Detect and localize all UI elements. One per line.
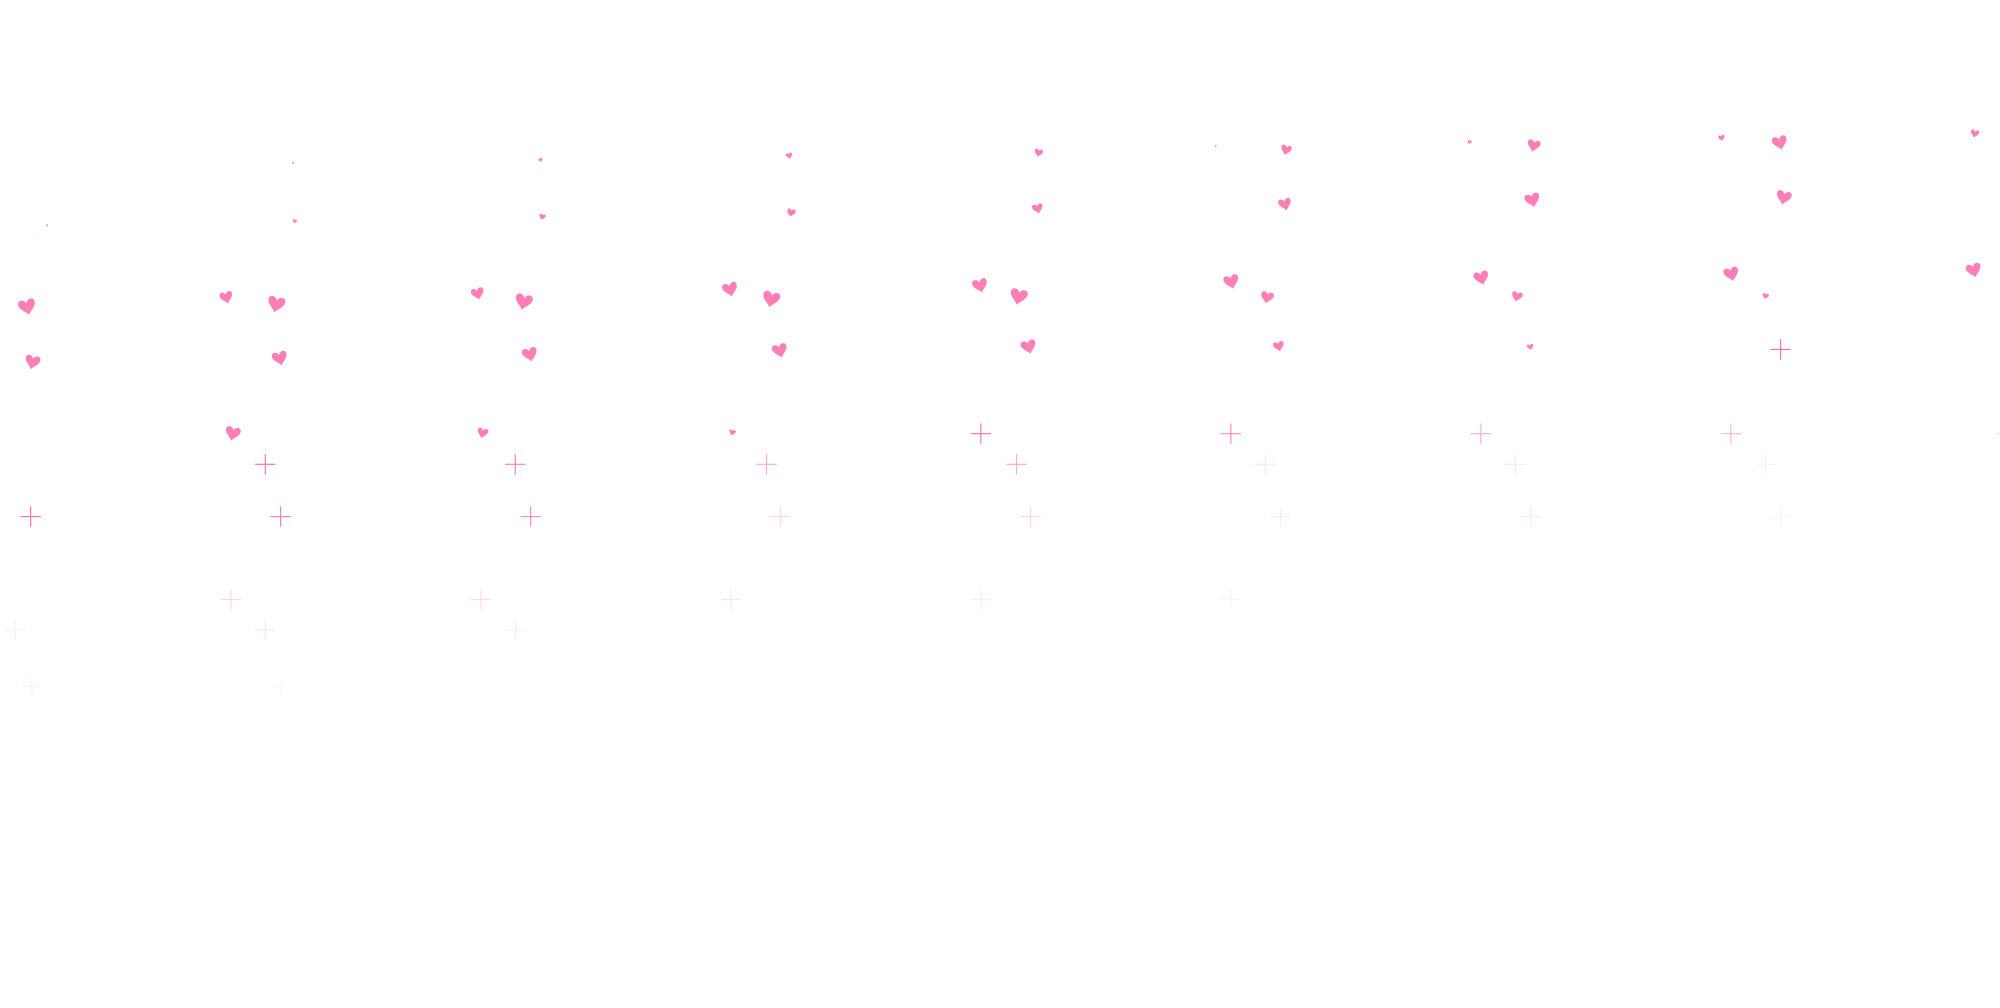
frame xyxy=(1467,139,1541,527)
heart xyxy=(1473,270,1489,285)
heart xyxy=(1278,197,1291,211)
sparkle xyxy=(770,506,791,527)
sparkle xyxy=(5,619,26,641)
heart xyxy=(515,293,533,310)
heart xyxy=(763,290,781,308)
heart xyxy=(1777,190,1792,205)
heart xyxy=(18,298,35,315)
sparkle xyxy=(1520,506,1541,527)
heart xyxy=(1527,139,1541,152)
heart xyxy=(1718,134,1725,141)
heart xyxy=(292,219,298,224)
sparkle xyxy=(1505,454,1526,475)
frame xyxy=(1214,144,1292,610)
heart xyxy=(271,350,287,366)
sparkle xyxy=(20,506,41,527)
sparkle xyxy=(1220,423,1242,444)
sparkle xyxy=(220,589,242,610)
sparkle xyxy=(1770,506,1791,527)
heart xyxy=(972,278,987,293)
heart xyxy=(1020,339,1036,354)
frame xyxy=(470,157,546,641)
heart xyxy=(729,429,736,436)
heart xyxy=(521,346,537,362)
heart xyxy=(268,295,286,313)
sparkle xyxy=(505,619,526,641)
heart xyxy=(1524,192,1540,208)
sparkle xyxy=(1720,423,1742,444)
sparkle xyxy=(720,589,742,610)
heart xyxy=(1261,291,1274,304)
heart xyxy=(1526,343,1534,351)
sparkle xyxy=(520,506,541,527)
heart xyxy=(25,354,41,370)
sparkle xyxy=(1020,506,1041,527)
sparkle xyxy=(255,454,276,475)
frame xyxy=(1965,129,2000,435)
heart xyxy=(1723,266,1739,282)
heart xyxy=(1034,148,1044,157)
heart xyxy=(1467,139,1472,145)
sparkle xyxy=(970,589,992,610)
sparkle xyxy=(1255,454,1276,475)
sparkle xyxy=(1996,433,2000,435)
frame xyxy=(1718,134,1792,527)
frame xyxy=(970,148,1044,610)
heart xyxy=(1965,262,1981,278)
heart xyxy=(1214,145,1217,148)
sparkle xyxy=(270,676,291,697)
heart xyxy=(292,161,295,164)
sparkle xyxy=(1270,506,1291,527)
frame xyxy=(720,152,796,610)
heart xyxy=(226,426,241,441)
sparkle xyxy=(505,454,526,475)
heart xyxy=(1762,292,1769,300)
sparkle xyxy=(1470,423,1492,444)
heart xyxy=(1010,288,1028,305)
sparkle xyxy=(1755,454,1776,475)
sparkle xyxy=(1220,589,1242,610)
sparkle xyxy=(270,506,291,527)
heart xyxy=(1223,274,1239,289)
heart xyxy=(539,213,546,220)
heart xyxy=(470,287,484,300)
sparkle xyxy=(255,619,276,641)
sparkle xyxy=(1770,339,1791,360)
heart xyxy=(1771,135,1787,150)
sparkle xyxy=(970,423,992,444)
sparkle xyxy=(756,454,777,475)
heart xyxy=(1031,203,1043,214)
heart xyxy=(771,343,787,358)
sparkle xyxy=(470,589,492,610)
heart xyxy=(1970,129,1980,138)
heart xyxy=(45,224,49,227)
frame xyxy=(219,161,298,697)
heart xyxy=(785,152,793,159)
heart xyxy=(787,208,796,217)
heart xyxy=(538,157,543,162)
sparkle xyxy=(1006,454,1027,475)
frame xyxy=(5,224,49,697)
sparkle xyxy=(21,676,43,697)
heart xyxy=(1273,340,1284,352)
heart xyxy=(219,291,233,304)
frames xyxy=(5,129,2000,697)
heart xyxy=(1512,291,1523,302)
heart xyxy=(1281,144,1292,155)
heart xyxy=(722,281,737,297)
heart xyxy=(477,427,489,439)
